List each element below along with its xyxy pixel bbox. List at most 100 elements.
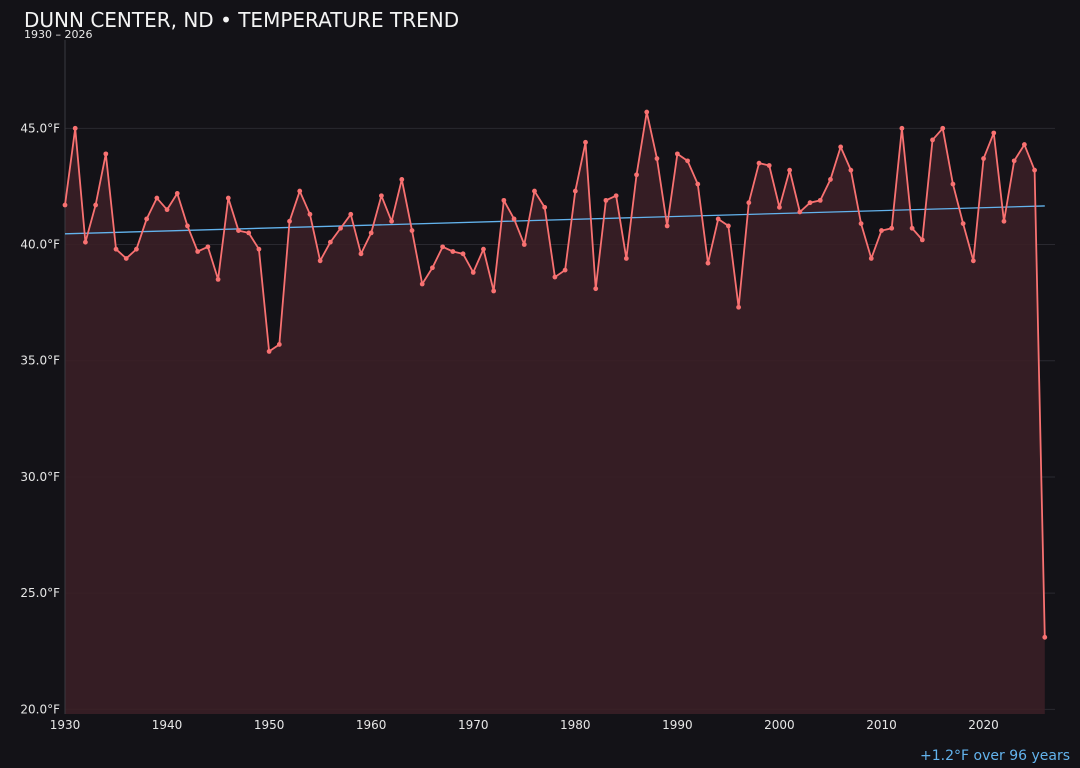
data-point xyxy=(583,139,588,145)
data-point xyxy=(685,158,690,164)
data-point xyxy=(644,109,650,115)
data-point xyxy=(225,195,231,201)
data-point xyxy=(828,177,833,182)
data-point xyxy=(287,218,292,224)
data-point xyxy=(266,349,272,354)
data-point xyxy=(715,216,721,222)
data-point xyxy=(93,202,99,208)
x-tick-label: 1940 xyxy=(152,718,183,732)
data-point xyxy=(777,204,782,210)
x-tick-labels: 1930 1940 1950 1960 1970 1980 1990 2000 2010 2020 xyxy=(50,718,999,732)
data-point xyxy=(378,193,384,199)
area-fill xyxy=(65,112,1045,714)
data-point xyxy=(1001,218,1007,224)
data-point xyxy=(807,200,813,206)
data-point xyxy=(838,144,844,150)
data-point xyxy=(501,197,507,203)
data-points xyxy=(62,109,1048,640)
data-point xyxy=(613,193,619,199)
data-point xyxy=(960,221,966,227)
trend-annotation: +1.2°F over 96 years xyxy=(920,748,1070,764)
data-point xyxy=(981,156,986,161)
data-point xyxy=(185,223,190,229)
data-point xyxy=(113,246,119,252)
data-point xyxy=(123,256,129,261)
data-point xyxy=(736,304,742,310)
data-point xyxy=(481,246,486,252)
data-point xyxy=(256,246,262,252)
chart-subtitle: 1930 – 2026 xyxy=(24,28,93,41)
data-point xyxy=(103,151,109,157)
data-point xyxy=(1032,167,1037,173)
data-point xyxy=(236,228,241,233)
data-point xyxy=(991,130,997,136)
data-point xyxy=(695,181,701,187)
data-point xyxy=(317,258,323,264)
data-point xyxy=(797,209,803,215)
data-point xyxy=(664,223,670,229)
data-point xyxy=(460,251,466,257)
data-point xyxy=(634,172,639,178)
y-tick-labels: 20.0°F 25.0°F 30.0°F 35.0°F 40.0°F 45.0°F xyxy=(20,121,60,716)
data-point xyxy=(338,225,343,231)
area-fill-group xyxy=(65,112,1045,714)
data-point xyxy=(1042,634,1048,640)
data-point xyxy=(532,188,537,194)
y-tick-label: 25.0°F xyxy=(20,586,60,600)
data-point xyxy=(307,211,313,217)
data-point xyxy=(756,160,762,166)
data-point xyxy=(542,204,548,210)
data-point xyxy=(899,125,905,131)
data-point xyxy=(144,216,150,222)
x-tick-label: 2010 xyxy=(866,718,897,732)
data-point xyxy=(389,218,394,224)
data-point xyxy=(440,244,446,250)
data-point xyxy=(419,281,425,287)
data-point xyxy=(950,181,956,187)
x-tick-label: 1950 xyxy=(254,718,285,732)
x-tick-label: 2000 xyxy=(764,718,795,732)
data-point xyxy=(246,230,252,236)
data-point xyxy=(909,225,915,231)
chart-title: DUNN CENTER, ND • TEMPERATURE TREND xyxy=(24,8,460,32)
y-tick-label: 35.0°F xyxy=(20,354,60,368)
data-point xyxy=(787,167,793,173)
data-point xyxy=(705,260,711,266)
x-tick-label: 1970 xyxy=(458,718,489,732)
data-point xyxy=(674,151,680,157)
data-point xyxy=(83,239,88,245)
data-point xyxy=(858,221,864,227)
x-tick-label: 1990 xyxy=(662,718,693,732)
data-point xyxy=(623,256,629,261)
data-point xyxy=(1011,158,1017,164)
data-point xyxy=(817,197,823,203)
data-point xyxy=(368,230,374,236)
data-point xyxy=(940,125,946,131)
data-point xyxy=(430,265,435,271)
data-point xyxy=(358,251,364,257)
data-point xyxy=(491,288,497,294)
data-point xyxy=(327,239,333,245)
data-point xyxy=(276,342,282,347)
data-point xyxy=(1021,142,1027,147)
y-tick-label: 45.0°F xyxy=(20,121,60,135)
data-point xyxy=(603,197,609,203)
data-point xyxy=(593,286,599,292)
data-point xyxy=(348,211,354,217)
data-point xyxy=(409,228,415,233)
data-point xyxy=(746,200,752,206)
x-tick-label: 1960 xyxy=(356,718,387,732)
data-point xyxy=(572,188,578,194)
data-point xyxy=(889,225,895,231)
data-point xyxy=(879,228,884,233)
data-point xyxy=(195,249,201,254)
data-point xyxy=(470,270,476,275)
y-tick-label: 30.0°F xyxy=(20,470,60,484)
data-point xyxy=(511,216,517,222)
data-point xyxy=(205,244,211,250)
data-point xyxy=(726,223,731,229)
trend-line-group xyxy=(64,205,1045,235)
data-point xyxy=(399,177,405,182)
data-point xyxy=(450,249,456,254)
